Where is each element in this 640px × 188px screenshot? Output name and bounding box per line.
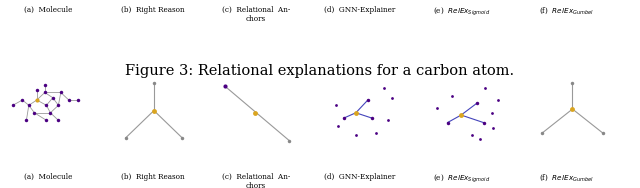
- Text: (f)  $\mathit{RelEx}_{\mathit{Gumbel}}$: (f) $\mathit{RelEx}_{\mathit{Gumbel}}$: [539, 6, 594, 16]
- Text: (b)  Right Reason: (b) Right Reason: [120, 6, 184, 14]
- Text: (e)  $\mathit{RelEx}_{\mathit{Sigmoid}}$: (e) $\mathit{RelEx}_{\mathit{Sigmoid}}$: [433, 173, 491, 185]
- Text: (a)  Molecule: (a) Molecule: [24, 6, 72, 14]
- Text: (f)  $\mathit{RelEx}_{\mathit{Gumbel}}$: (f) $\mathit{RelEx}_{\mathit{Gumbel}}$: [539, 173, 594, 183]
- Text: (e)  $\mathit{RelEx}_{\mathit{Sigmoid}}$: (e) $\mathit{RelEx}_{\mathit{Sigmoid}}$: [433, 6, 491, 18]
- Text: (b)  Right Reason: (b) Right Reason: [120, 173, 184, 181]
- Text: (d)  GNN-Explainer: (d) GNN-Explainer: [324, 6, 396, 14]
- Text: (d)  GNN-Explainer: (d) GNN-Explainer: [324, 173, 396, 181]
- Text: (a)  Molecule: (a) Molecule: [24, 173, 72, 181]
- Text: (c)  Relational  An-
chors: (c) Relational An- chors: [222, 6, 290, 23]
- Text: (c)  Relational  An-
chors: (c) Relational An- chors: [222, 173, 290, 188]
- Text: Figure 3: Relational explanations for a carbon atom.: Figure 3: Relational explanations for a …: [125, 64, 515, 78]
